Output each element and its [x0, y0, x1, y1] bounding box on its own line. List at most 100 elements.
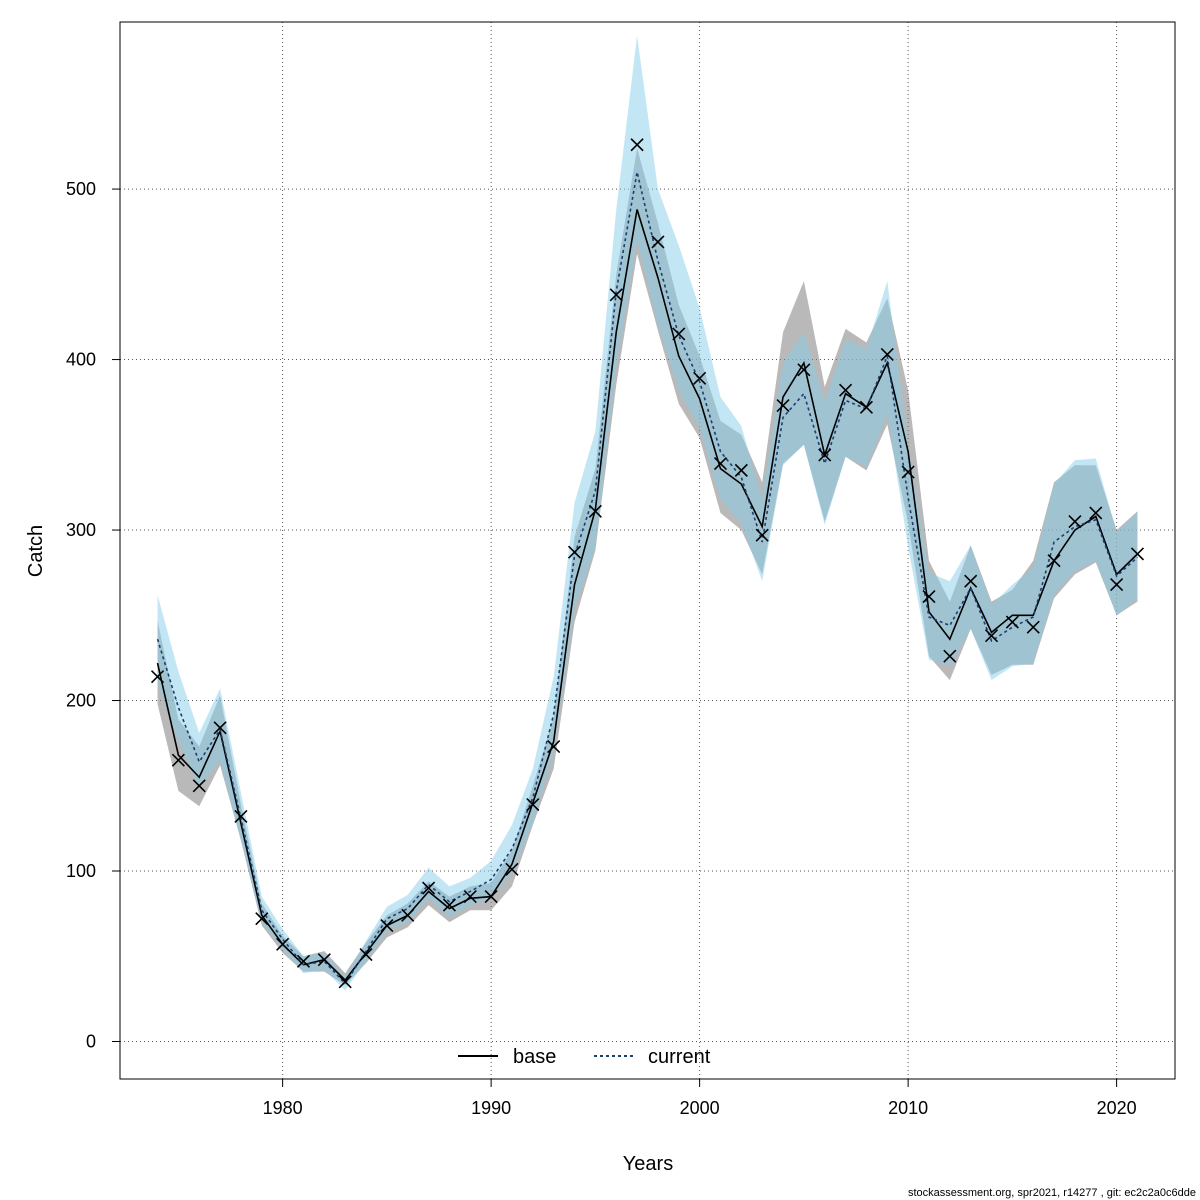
- observed-marker-stroke-b: [839, 383, 853, 397]
- observed-marker-1994: [567, 545, 582, 559]
- y-tick-label-100: 100: [66, 861, 96, 881]
- observed-marker-2015: [1005, 615, 1019, 629]
- observed-marker-stroke-b: [1005, 615, 1019, 629]
- observed-marker-stroke-b: [672, 327, 686, 341]
- observed-marker-2019: [1089, 506, 1103, 520]
- observed-marker-stroke-b: [964, 574, 978, 588]
- observed-marker-stroke-b: [547, 739, 561, 754]
- observed-marker-2003: [755, 528, 769, 542]
- observed-marker-stroke-b: [526, 797, 540, 812]
- observed-marker-stroke-b: [192, 779, 206, 793]
- observed-marker-stroke-b: [818, 448, 832, 462]
- observed-markers: [150, 138, 1145, 989]
- observed-marker-stroke-b: [651, 235, 665, 249]
- observed-marker-stroke-b: [713, 456, 728, 471]
- observed-marker-stroke-b: [1089, 506, 1103, 520]
- observed-marker-1976: [192, 779, 206, 793]
- observed-marker-stroke-b: [150, 670, 165, 684]
- observed-marker-stroke-b: [776, 399, 790, 413]
- grid-lines: [120, 22, 1175, 1079]
- observed-marker-stroke-b: [171, 753, 185, 767]
- observed-marker-stroke-b: [213, 721, 227, 735]
- observed-marker-1974: [150, 670, 165, 684]
- band-current: [157, 35, 1138, 991]
- observed-marker-2010: [901, 465, 915, 479]
- observed-marker-2021: [1130, 547, 1145, 561]
- axes: 1980 1990 2000 2010 2020 0 100 200 300 400 500: [66, 179, 1137, 1118]
- observed-marker-stroke-b: [442, 898, 456, 912]
- observed-marker-1977: [213, 721, 227, 735]
- observed-marker-stroke-b: [1068, 514, 1082, 529]
- observed-marker-stroke-b: [380, 918, 394, 933]
- observed-marker-stroke-b: [609, 288, 623, 302]
- observed-marker-2013: [964, 574, 978, 588]
- confidence-bands: [157, 35, 1138, 991]
- observed-marker-stroke-b: [693, 371, 707, 385]
- observed-marker-stroke-b: [588, 504, 602, 518]
- observed-marker-stroke-b: [1047, 554, 1061, 568]
- y-tick-label-300: 300: [66, 520, 96, 540]
- observed-marker-2020: [1110, 578, 1124, 592]
- legend-label-current: current: [648, 1046, 711, 1068]
- observed-marker-2012: [943, 649, 957, 663]
- observed-marker-2018: [1068, 514, 1082, 529]
- observed-marker-1975: [171, 753, 185, 767]
- x-tick-label-1990: 1990: [471, 1098, 511, 1118]
- y-axis-title: Catch: [25, 525, 47, 577]
- observed-marker-stroke-b: [463, 890, 477, 904]
- observed-marker-2001: [713, 456, 728, 471]
- footer-credit: stockassessment.org, spr2021, r14277 , g…: [908, 1187, 1196, 1199]
- observed-marker-1995: [588, 504, 602, 518]
- observed-marker-1986: [401, 908, 415, 922]
- y-tick-label-400: 400: [66, 350, 96, 370]
- observed-marker-2014: [984, 629, 999, 643]
- observed-marker-1991: [505, 862, 519, 876]
- x-tick-label-2010: 2010: [888, 1098, 928, 1118]
- observed-marker-1999: [672, 327, 686, 341]
- observed-marker-1998: [651, 235, 665, 249]
- observed-marker-1985: [380, 918, 394, 933]
- legend-label-base: base: [513, 1046, 556, 1068]
- observed-marker-1992: [526, 797, 540, 812]
- observed-marker-2011: [922, 589, 936, 604]
- observed-marker-stroke-b: [505, 862, 519, 876]
- observed-marker-stroke-b: [797, 363, 811, 377]
- observed-marker-stroke-b: [276, 937, 290, 951]
- observed-marker-stroke-b: [1026, 620, 1040, 634]
- x-tick-label-2020: 2020: [1097, 1098, 1137, 1118]
- legend: base current: [458, 1046, 711, 1068]
- observed-marker-1993: [547, 739, 561, 754]
- observed-marker-stroke-b: [338, 975, 352, 989]
- observed-marker-2017: [1047, 554, 1061, 568]
- observed-marker-stroke-b: [630, 138, 644, 152]
- line-current: [156, 171, 1139, 985]
- observed-marker-1984: [359, 947, 373, 962]
- observed-marker-2007: [839, 383, 853, 397]
- observed-marker-stroke-b: [234, 809, 248, 824]
- observed-marker-stroke-b: [901, 465, 915, 479]
- observed-marker-1983: [338, 975, 352, 989]
- observed-marker-1997: [630, 138, 644, 152]
- observed-marker-1980: [276, 937, 290, 951]
- observed-marker-2002: [734, 463, 748, 477]
- observed-marker-stroke-b: [401, 908, 415, 922]
- y-tick-label-0: 0: [86, 1031, 96, 1051]
- y-tick-label-500: 500: [66, 179, 96, 199]
- x-tick-label-2000: 2000: [680, 1098, 720, 1118]
- observed-marker-stroke-b: [1130, 547, 1145, 561]
- observed-marker-stroke-b: [317, 953, 331, 967]
- observed-marker-stroke-b: [859, 400, 873, 414]
- observed-marker-stroke-b: [755, 528, 769, 542]
- observed-marker-stroke-b: [984, 629, 999, 643]
- observed-marker-2009: [880, 347, 894, 362]
- x-tick-label-1980: 1980: [263, 1098, 303, 1118]
- observed-marker-stroke-b: [880, 347, 894, 362]
- observed-marker-stroke-b: [567, 545, 582, 559]
- observed-marker-2005: [797, 363, 811, 377]
- observed-marker-stroke-b: [1110, 578, 1124, 592]
- observed-marker-stroke-b: [943, 649, 957, 663]
- observed-marker-1981: [296, 954, 311, 968]
- observed-marker-1982: [317, 953, 331, 967]
- observed-marker-1987: [422, 881, 436, 895]
